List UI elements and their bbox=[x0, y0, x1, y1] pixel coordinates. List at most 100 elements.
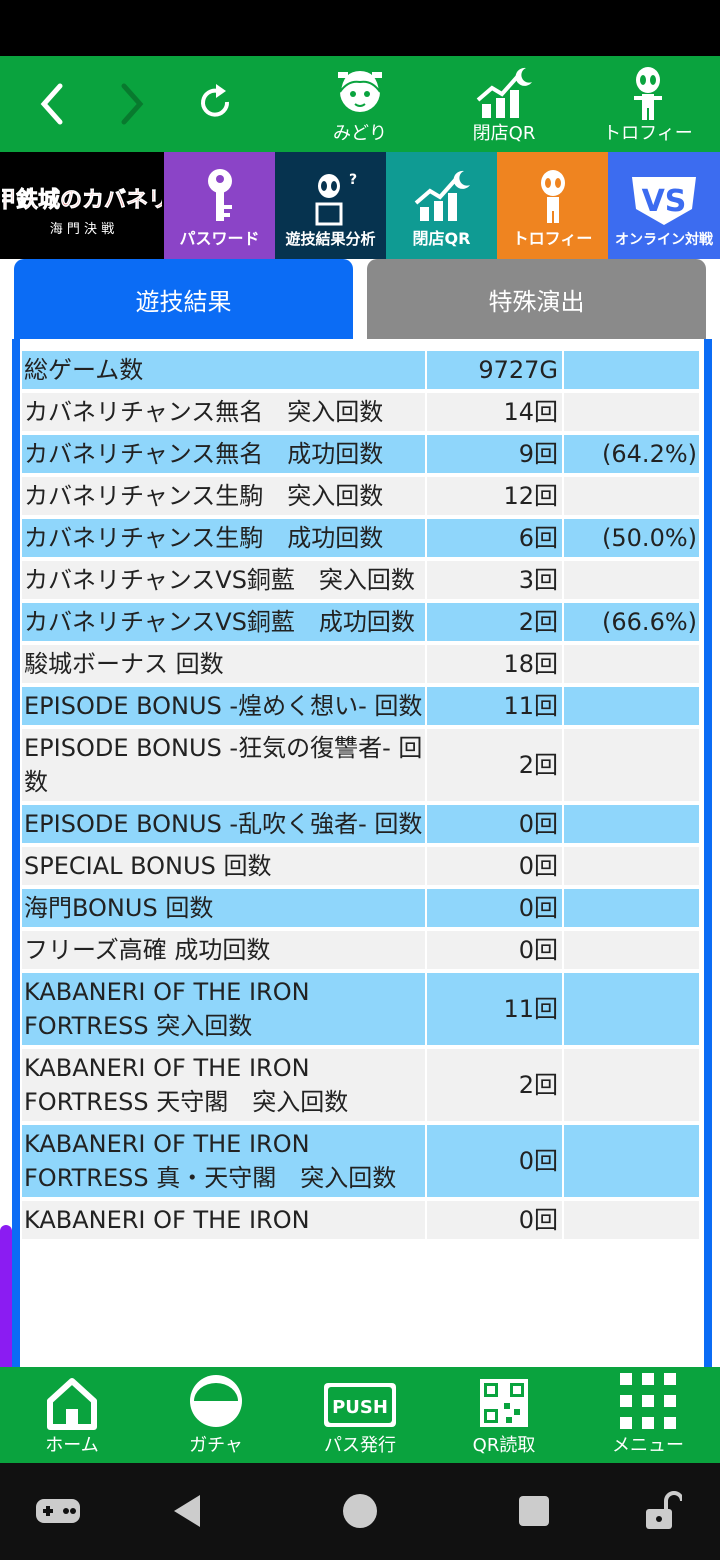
closed-qr-tile[interactable]: 閉店QR bbox=[386, 152, 497, 259]
home-button[interactable]: ホーム bbox=[0, 1367, 144, 1463]
row-percent bbox=[564, 1125, 699, 1197]
push-text: PUSH bbox=[332, 1397, 388, 1418]
row-label: EPISODE BONUS -乱吹く強者- 回数 bbox=[22, 805, 425, 843]
row-percent: (64.2%) bbox=[564, 435, 699, 473]
alien-analysis-icon: ? bbox=[315, 172, 357, 226]
reload-icon[interactable] bbox=[196, 80, 236, 128]
table-row: カバネリチャンス生駒 成功回数 6回 (50.0%) bbox=[22, 519, 699, 557]
home-label: ホーム bbox=[45, 1435, 99, 1456]
row-value: 9727G bbox=[427, 351, 562, 389]
results-panel[interactable]: 総ゲーム数 9727G カバネリチャンス無名 突入回数 14回 カバネリチャンス無名 成… bbox=[0, 339, 720, 1367]
row-label: 海門BONUS 回数 bbox=[22, 889, 425, 927]
unlock-icon[interactable] bbox=[642, 1491, 682, 1531]
scroll-indicator[interactable] bbox=[0, 1225, 12, 1405]
table-row: 海門BONUS 回数 0回 bbox=[22, 889, 699, 927]
online-battle-tile[interactable]: VS オンライン対戦 bbox=[608, 152, 720, 259]
table-row: KABANERI OF THE IRON FORTRESS 突入回数 11回 bbox=[22, 973, 699, 1045]
analysis-tile[interactable]: ? 遊技結果分析 bbox=[275, 152, 386, 259]
gamepad-icon[interactable] bbox=[34, 1491, 82, 1531]
row-percent bbox=[564, 1201, 699, 1239]
row-percent bbox=[564, 645, 699, 683]
chart-moon-icon bbox=[414, 170, 470, 221]
row-label: KABANERI OF THE IRON FORTRESS 天守閣 突入回数 bbox=[22, 1049, 425, 1121]
row-label: EPISODE BONUS -煌めく想い- 回数 bbox=[22, 687, 425, 725]
gacha-button[interactable]: ガチャ bbox=[144, 1367, 288, 1463]
svg-text:?: ? bbox=[349, 172, 357, 188]
tab-play-results[interactable]: 遊技結果 bbox=[14, 259, 353, 339]
push-ticket-icon: PUSH bbox=[324, 1383, 396, 1427]
row-label: KABANERI OF THE IRON bbox=[22, 1201, 425, 1239]
row-percent bbox=[564, 351, 699, 389]
table-row: カバネリチャンス無名 成功回数 9回 (64.2%) bbox=[22, 435, 699, 473]
pass-issue-label: パス発行 bbox=[324, 1435, 396, 1456]
row-label: カバネリチャンス生駒 成功回数 bbox=[22, 519, 425, 557]
closed-qr-label: 閉店QR bbox=[472, 123, 536, 144]
row-percent bbox=[564, 889, 699, 927]
table-row: KABANERI OF THE IRON FORTRESS 真・天守閣 突入回数… bbox=[22, 1125, 699, 1197]
row-percent bbox=[564, 561, 699, 599]
table-row: KABANERI OF THE IRON FORTRESS 天守閣 突入回数 2回 bbox=[22, 1049, 699, 1121]
key-icon bbox=[207, 169, 232, 221]
menu-button[interactable]: メニュー bbox=[576, 1367, 720, 1463]
top-nav: みどり 閉店QR トロフィー bbox=[0, 56, 720, 152]
trophy-button[interactable]: トロフィー bbox=[600, 56, 696, 152]
table-row: 駿城ボーナス 回数 18回 bbox=[22, 645, 699, 683]
row-label: カバネリチャンスVS銅藍 突入回数 bbox=[22, 561, 425, 599]
midori-button[interactable]: みどり bbox=[312, 56, 408, 152]
row-percent bbox=[564, 477, 699, 515]
row-value: 2回 bbox=[427, 603, 562, 641]
home-circle-icon[interactable] bbox=[340, 1491, 380, 1531]
row-value: 0回 bbox=[427, 1201, 562, 1239]
game-logo[interactable]: 甲鉄城のカバネリ 海 門 決 戦 bbox=[0, 152, 164, 259]
recents-square-icon[interactable] bbox=[514, 1491, 554, 1531]
table-row: フリーズ高確 成功回数 0回 bbox=[22, 931, 699, 969]
row-value: 18回 bbox=[427, 645, 562, 683]
trophy-tile-label: トロフィー bbox=[512, 229, 593, 248]
logo-title: 甲鉄城のカバネリ bbox=[2, 187, 162, 213]
row-value: 0回 bbox=[427, 889, 562, 927]
trophy-tile[interactable]: トロフィー bbox=[497, 152, 608, 259]
table-row: EPISODE BONUS -乱吹く強者- 回数 0回 bbox=[22, 805, 699, 843]
row-percent bbox=[564, 973, 699, 1045]
table-row: EPISODE BONUS -煌めく想い- 回数 11回 bbox=[22, 687, 699, 725]
row-label: カバネリチャンス無名 突入回数 bbox=[22, 393, 425, 431]
row-value: 11回 bbox=[427, 687, 562, 725]
back-triangle-icon[interactable] bbox=[168, 1491, 208, 1531]
password-label: パスワード bbox=[179, 229, 260, 248]
qr-read-button[interactable]: QR読取 bbox=[432, 1367, 576, 1463]
password-tile[interactable]: パスワード bbox=[164, 152, 275, 259]
qr-read-label: QR読取 bbox=[472, 1435, 536, 1456]
svg-text:VS: VS bbox=[642, 184, 687, 219]
menu-label: メニュー bbox=[612, 1435, 684, 1456]
table-row: カバネリチャンスVS銅藍 突入回数 3回 bbox=[22, 561, 699, 599]
table-row: カバネリチャンス生駒 突入回数 12回 bbox=[22, 477, 699, 515]
forward-arrow-icon[interactable] bbox=[112, 80, 152, 128]
row-label: カバネリチャンス生駒 突入回数 bbox=[22, 477, 425, 515]
row-percent: (66.6%) bbox=[564, 603, 699, 641]
tab-bar: 遊技結果 特殊演出 bbox=[0, 259, 720, 339]
row-percent bbox=[564, 1049, 699, 1121]
pass-issue-button[interactable]: PUSH パス発行 bbox=[288, 1367, 432, 1463]
row-value: 14回 bbox=[427, 393, 562, 431]
online-battle-label: オンライン対戦 bbox=[615, 232, 713, 248]
back-arrow-icon[interactable] bbox=[32, 80, 72, 128]
row-label: 駿城ボーナス 回数 bbox=[22, 645, 425, 683]
menu-grid-icon bbox=[620, 1373, 676, 1429]
analysis-label: 遊技結果分析 bbox=[285, 230, 376, 248]
row-label: KABANERI OF THE IRON FORTRESS 真・天守閣 突入回数 bbox=[22, 1125, 425, 1197]
row-label: EPISODE BONUS -狂気の復讐者- 回数 bbox=[22, 729, 425, 801]
closed-qr-tile-label: 閉店QR bbox=[412, 229, 471, 248]
row-value: 3回 bbox=[427, 561, 562, 599]
row-percent bbox=[564, 687, 699, 725]
row-label: カバネリチャンス無名 成功回数 bbox=[22, 435, 425, 473]
closed-qr-button[interactable]: 閉店QR bbox=[456, 56, 552, 152]
trophy-label: トロフィー bbox=[603, 123, 693, 144]
row-value: 0回 bbox=[427, 1125, 562, 1197]
row-percent bbox=[564, 931, 699, 969]
tab-special-effects[interactable]: 特殊演出 bbox=[367, 259, 706, 339]
panel-border-left bbox=[12, 339, 20, 1367]
row-label: SPECIAL BONUS 回数 bbox=[22, 847, 425, 885]
row-value: 6回 bbox=[427, 519, 562, 557]
gacha-label: ガチャ bbox=[189, 1435, 243, 1456]
